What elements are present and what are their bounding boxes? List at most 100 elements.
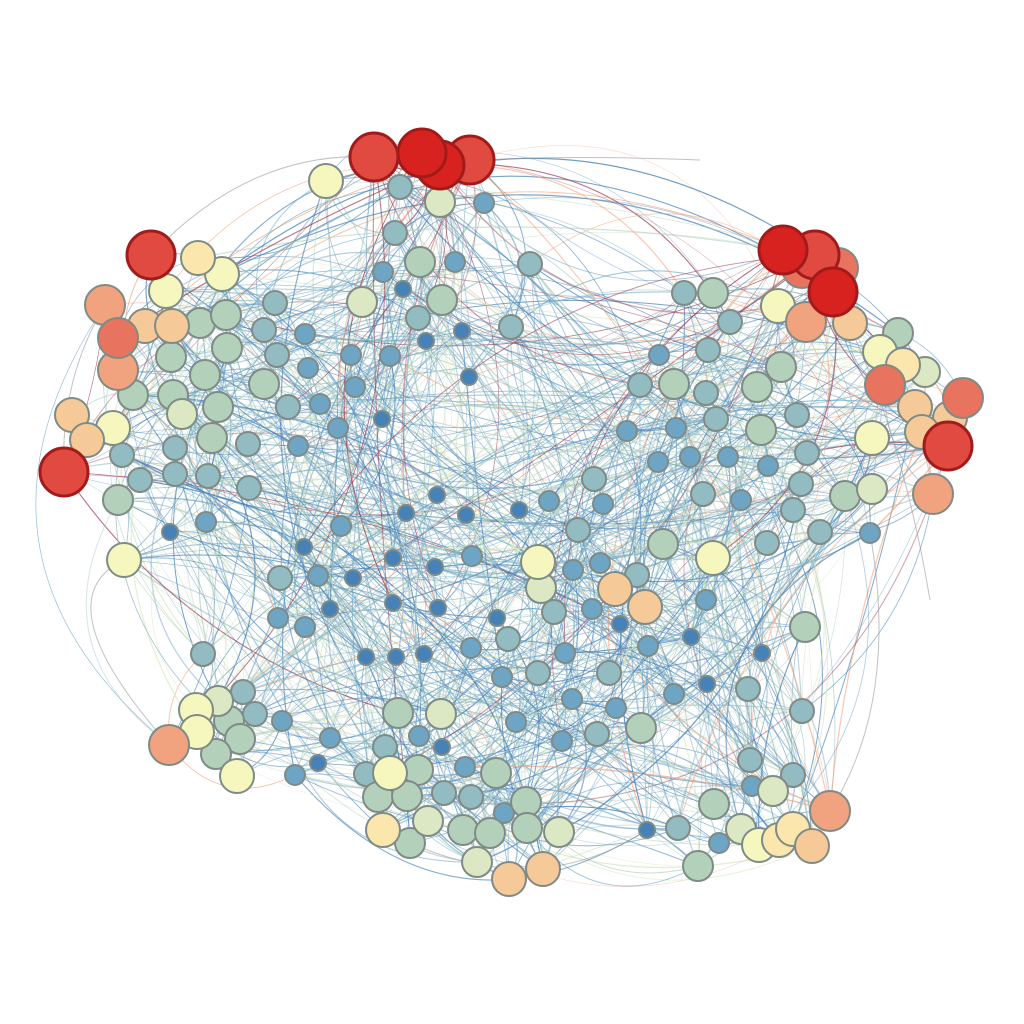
graph-node [196,422,228,454]
graph-edge [287,336,758,408]
graph-node [520,544,556,580]
graph-edge [614,429,762,590]
graph-node [627,372,653,398]
graph-edge [202,577,354,655]
graph-node [565,517,591,543]
graph-node [638,821,656,839]
graph-node [807,519,833,545]
graph-node [505,711,527,733]
graph-node [195,511,217,533]
graph-edge [407,494,438,655]
graph-node [491,861,527,897]
graph-edge [165,284,707,601]
graph-edge [117,356,172,501]
graph-node [517,251,543,277]
graph-edge [242,670,399,714]
graph-node [230,679,256,705]
graph-node [319,727,341,749]
graph-node [384,594,402,612]
graph-node [412,805,444,837]
graph-node [458,784,484,810]
graph-node [387,648,405,666]
graph-edge [571,698,715,805]
graph-edge [307,201,441,369]
graph-node [267,565,293,591]
graph-edge [123,557,306,628]
graph-edge [758,495,869,846]
graph-node [510,501,528,519]
graph-edge [553,611,794,776]
graph-edge [639,384,763,654]
graph-node [287,435,309,457]
graph-edge [713,509,825,805]
graph-edge [662,437,873,545]
graph-node [162,435,188,461]
graph-node [708,832,730,854]
graph-node [474,817,506,849]
graph-edge [350,202,485,356]
graph-edge [801,493,934,712]
graph-node [340,344,362,366]
graph-node [717,446,739,468]
graph-node [429,599,447,617]
graph-node [745,414,777,446]
graph-node [125,229,177,281]
graph-node [224,723,256,755]
graph-edge [226,347,951,453]
graph-edge [276,341,391,357]
graph-edge [354,386,621,625]
graph-node [854,420,890,456]
graph-node [551,730,573,752]
graph-edge [468,339,886,386]
graph-edge [673,267,803,385]
graph-node [597,571,633,607]
graph-node [405,305,431,331]
graph-edge [591,608,780,841]
graph-edge [90,559,170,746]
graph-edge [317,762,505,825]
graph-node [671,280,697,306]
graph-node [294,323,316,345]
graph-node [561,688,583,710]
graph-edge [525,693,675,803]
graph-node [695,540,731,576]
graph-edge [263,317,419,345]
graph-edge [205,427,339,523]
graph-node [251,317,277,343]
graph-node [453,322,471,340]
graph-node [922,420,974,472]
graph-edge [647,645,699,867]
graph-edge [640,727,753,788]
graph-edge [677,445,949,829]
graph-node [262,290,288,316]
graph-node [581,598,603,620]
graph-edge [327,525,491,834]
graph-edge [760,429,836,812]
graph-edge [85,499,170,746]
graph-edge [756,386,871,534]
graph-node [864,364,906,406]
graph-node [372,755,408,791]
graph-edge [761,652,831,812]
graph-node [210,299,242,331]
graph-edge [662,543,763,654]
graph-edge [434,529,579,578]
graph-node [480,757,512,789]
graph-node [357,648,375,666]
graph-node [211,332,243,364]
graph-edge [464,733,598,768]
graph-edge [225,285,404,316]
graph-node [195,463,221,489]
graph-edge [151,531,197,711]
graph-node [307,565,329,587]
graph-edge [254,202,485,715]
graph-node [109,442,135,468]
graph-node [785,301,827,343]
graph-node [379,345,401,367]
graph-node [648,344,670,366]
graph-edge [242,509,871,693]
graph-edge [537,561,700,867]
graph-edge [139,479,679,829]
graph-edge [256,180,327,331]
graph-edge [524,587,542,803]
